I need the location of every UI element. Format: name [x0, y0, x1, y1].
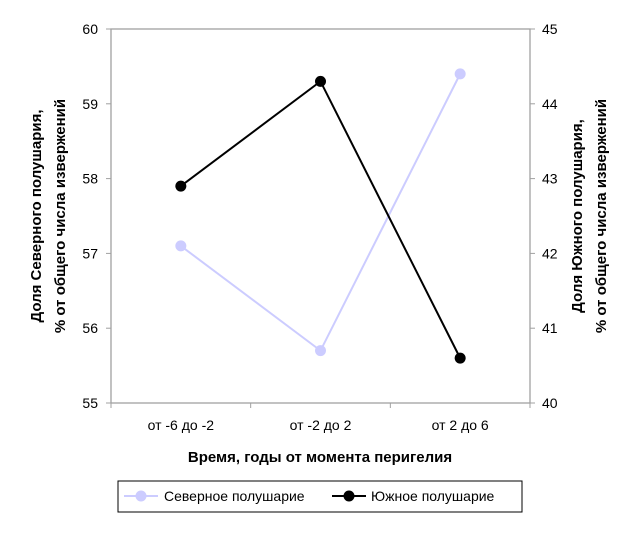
y-right-tick-label: 42 — [542, 245, 558, 261]
y-right-tick-label: 45 — [542, 21, 558, 37]
legend-north-marker — [135, 490, 147, 502]
x-axis-label: Время, годы от момента перигелия — [188, 449, 452, 466]
data-point-north — [454, 68, 466, 80]
x-tick-label: от -2 до 2 — [290, 417, 352, 433]
legend-south-marker — [343, 490, 355, 502]
data-point-south — [175, 180, 187, 192]
y-right-tick-label: 43 — [542, 171, 558, 187]
data-point-north — [175, 240, 187, 252]
y-left-label-line2: % от общего числа извержений — [52, 99, 69, 333]
data-point-south — [454, 352, 466, 364]
y-left-tick-label: 55 — [82, 395, 98, 411]
y-left-tick-label: 58 — [82, 171, 98, 187]
y-right-tick-label: 40 — [542, 395, 558, 411]
y-left-tick-label: 57 — [82, 245, 98, 261]
y-left-tick-label: 60 — [82, 21, 98, 37]
legend-box — [117, 480, 523, 513]
data-point-south — [315, 75, 326, 87]
plot-area — [110, 28, 531, 404]
y-right-tick-label: 41 — [542, 320, 558, 336]
legend: Северное полушарие Южное полушарие — [117, 480, 523, 513]
legend-south-label: Южное полушарие — [371, 488, 495, 504]
y-left-tick-label: 56 — [82, 320, 98, 336]
chart-frame — [3, 3, 637, 525]
x-tick-label: от -6 до -2 — [148, 417, 215, 433]
x-tick-label: от 2 до 6 — [432, 417, 489, 433]
y-right-label-line1: Доля Южного полушария, — [569, 119, 586, 313]
y-right-tick-label: 44 — [542, 96, 558, 112]
legend-north-label: Северное полушарие — [164, 488, 305, 504]
data-point-north — [315, 345, 326, 357]
y-left-tick-label: 59 — [82, 96, 98, 112]
y-left-label-line1: Доля Северного полушария, — [28, 109, 45, 322]
y-right-label-line2: % от общего числа извержений — [593, 99, 610, 333]
